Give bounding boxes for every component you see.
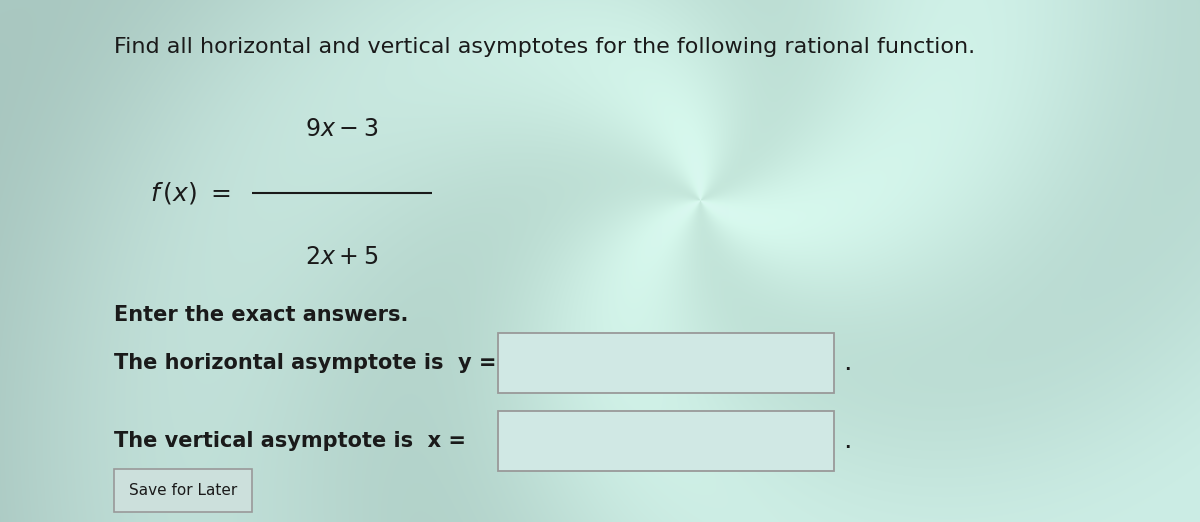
FancyBboxPatch shape (114, 469, 252, 512)
Text: .: . (844, 350, 852, 376)
Text: Find all horizontal and vertical asymptotes for the following rational function.: Find all horizontal and vertical asympto… (114, 37, 976, 56)
Text: $2x + 5$: $2x + 5$ (306, 245, 378, 269)
Text: $f\,(x)\ =$: $f\,(x)\ =$ (150, 180, 230, 206)
Text: Save for Later: Save for Later (128, 483, 238, 497)
FancyBboxPatch shape (498, 333, 834, 393)
Text: The vertical asymptote is  x =: The vertical asymptote is x = (114, 431, 466, 451)
Text: .: . (844, 428, 852, 454)
FancyBboxPatch shape (498, 411, 834, 471)
Text: Enter the exact answers.: Enter the exact answers. (114, 305, 408, 325)
Text: $9x - 3$: $9x - 3$ (306, 117, 378, 141)
Text: The horizontal asymptote is  y =: The horizontal asymptote is y = (114, 353, 497, 373)
